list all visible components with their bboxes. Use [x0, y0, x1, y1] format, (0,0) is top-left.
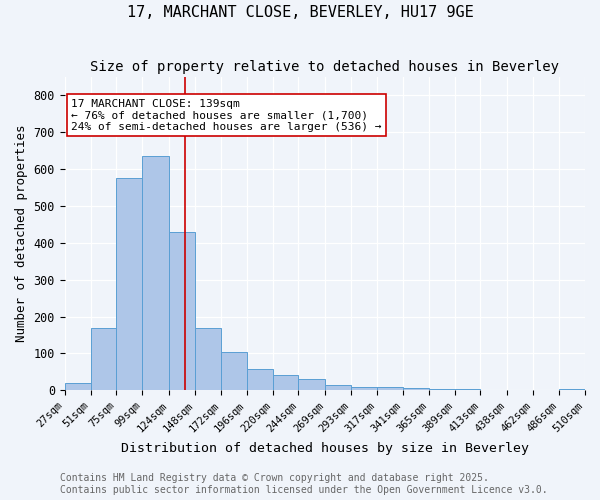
Bar	[403, 388, 429, 390]
X-axis label: Distribution of detached houses by size in Beverley: Distribution of detached houses by size …	[121, 442, 529, 455]
Bar	[272, 375, 298, 390]
Bar	[455, 389, 481, 390]
Text: Contains HM Land Registry data © Crown copyright and database right 2025.
Contai: Contains HM Land Registry data © Crown c…	[60, 474, 548, 495]
Bar	[221, 352, 247, 391]
Text: 17, MARCHANT CLOSE, BEVERLEY, HU17 9GE: 17, MARCHANT CLOSE, BEVERLEY, HU17 9GE	[127, 5, 473, 20]
Bar	[65, 383, 91, 390]
Text: 17 MARCHANT CLOSE: 139sqm
← 76% of detached houses are smaller (1,700)
24% of se: 17 MARCHANT CLOSE: 139sqm ← 76% of detac…	[71, 98, 382, 132]
Bar	[559, 388, 585, 390]
Bar	[351, 386, 377, 390]
Bar	[195, 328, 221, 390]
Bar	[91, 328, 116, 390]
Bar	[142, 156, 169, 390]
Bar	[429, 388, 455, 390]
Bar	[116, 178, 142, 390]
Bar	[169, 232, 195, 390]
Bar	[325, 385, 351, 390]
Bar	[247, 370, 272, 390]
Title: Size of property relative to detached houses in Beverley: Size of property relative to detached ho…	[91, 60, 559, 74]
Bar	[298, 378, 325, 390]
Y-axis label: Number of detached properties: Number of detached properties	[15, 124, 28, 342]
Bar	[377, 388, 403, 390]
